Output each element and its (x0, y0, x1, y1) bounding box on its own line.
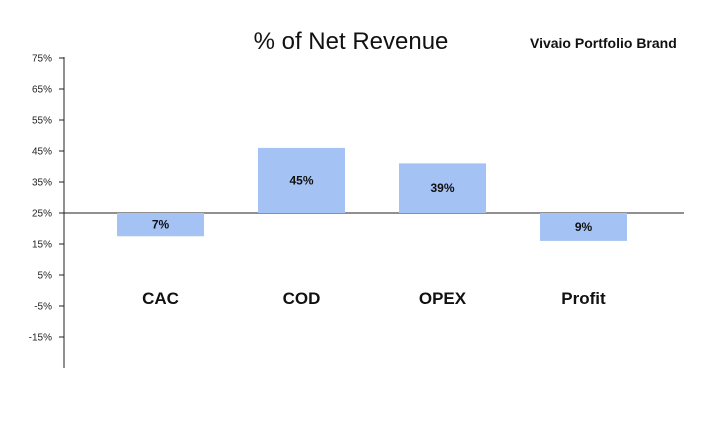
category-label-cac: CAC (142, 289, 179, 308)
value-label-cac: 7% (152, 218, 170, 232)
y-tick-label: 65% (32, 85, 52, 96)
value-label-profit: 9% (575, 220, 593, 234)
bar-profit (540, 213, 627, 241)
category-label-opex: OPEX (419, 289, 467, 308)
y-tick-label: -5% (34, 302, 52, 313)
chart-title: % of Net Revenue (253, 28, 449, 55)
chart-bars (117, 147, 627, 241)
brand-label: Vivaio Portfolio Brand (530, 35, 677, 51)
y-tick-label: 45% (32, 147, 52, 158)
chart-labels: 7% CAC 45% COD 39% OPEX 9% Profit (142, 173, 606, 308)
chart-axes: 75% 65% 55% 45% 35% 25% 15% 5% -5% -15% (29, 54, 684, 368)
y-tick-label: 55% (32, 116, 52, 127)
value-label-opex: 39% (430, 181, 454, 195)
y-tick-label: 15% (32, 240, 52, 251)
category-label-cod: COD (283, 289, 321, 308)
value-label-cod: 45% (289, 173, 313, 187)
bar-opex (399, 163, 486, 213)
y-tick-label: -15% (29, 333, 52, 344)
y-tick-label: 5% (38, 271, 53, 282)
bar-cod (258, 147, 345, 213)
category-label-profit: Profit (561, 289, 606, 308)
bar-cac (117, 213, 204, 237)
y-tick-label: 35% (32, 178, 52, 189)
y-tick-label: 25% (32, 209, 52, 220)
y-tick-label: 75% (32, 54, 52, 65)
